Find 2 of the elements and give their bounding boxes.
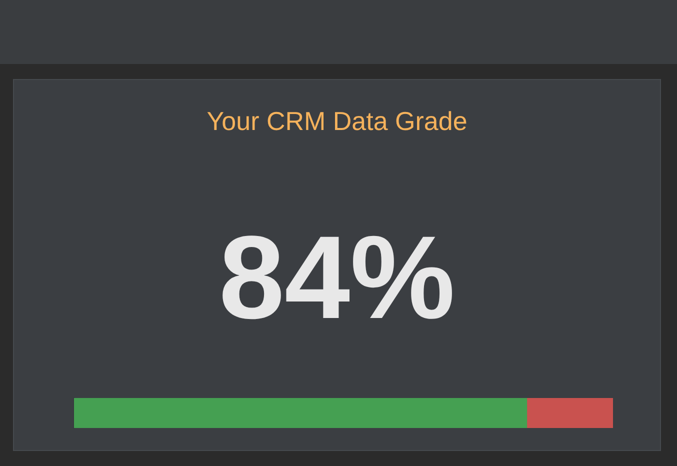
chart-title: Your CRM Data Grade — [206, 106, 468, 136]
text: 84% — [218, 212, 456, 344]
